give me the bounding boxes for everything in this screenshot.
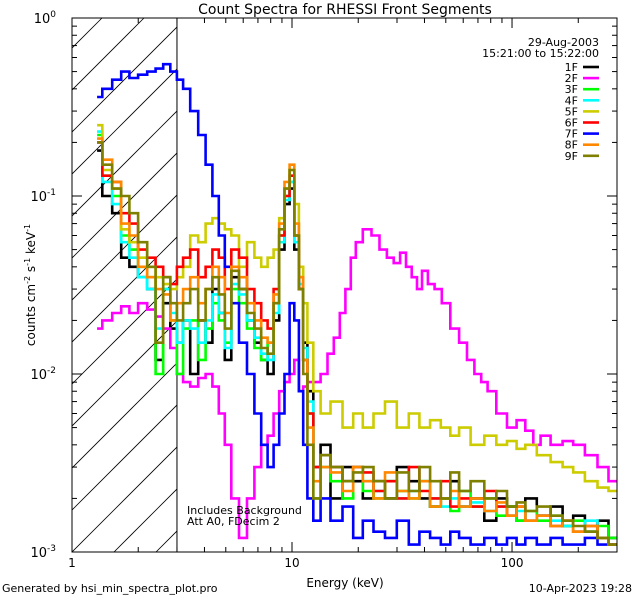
legend-label-9F: 9F — [565, 150, 578, 163]
chart-title: Count Spectra for RHESSI Front Segments — [198, 2, 492, 18]
y-tick-label: 10-3 — [30, 544, 56, 561]
x-tick-label: 100 — [501, 556, 524, 570]
series-line-7F — [97, 62, 617, 546]
hatch-line — [618, 18, 640, 552]
hatch-line — [534, 18, 640, 552]
annotation-attenuator: Att A0, FDecim 2 — [187, 515, 280, 528]
y-tick-label: 100 — [34, 10, 57, 27]
series-line-9F — [97, 141, 617, 546]
hatch-line — [450, 18, 640, 552]
hatch-line — [0, 18, 18, 552]
date-label: 29-Aug-2003 — [528, 36, 599, 49]
hatch-line — [72, 68, 177, 175]
hatch-line — [113, 488, 177, 552]
axis-ticks: 1 10 100 100 10-1 10-2 10-3 — [30, 10, 618, 570]
time-range-label: 15:21:00 to 15:22:00 — [482, 47, 599, 60]
legend-label-7F: 7F — [565, 128, 578, 141]
annotation-background: Includes Background — [187, 504, 302, 517]
hatch-line — [72, 362, 177, 469]
series-line-3F — [97, 133, 617, 540]
hatch-line — [72, 194, 177, 301]
x-tick-label: 10 — [284, 556, 299, 570]
x-axis-label: Energy (keV) — [306, 576, 383, 590]
y-tick-label: 10-2 — [30, 366, 56, 383]
generator-credit: Generated by hsi_min_spectra_plot.pro — [2, 582, 218, 595]
series-line-8F — [97, 137, 617, 546]
plot-frame — [71, 17, 618, 553]
plot-timestamp: 10-Apr-2023 19:28 — [528, 582, 632, 595]
legend-label-1F: 1F — [565, 61, 578, 74]
hatch-line — [72, 236, 177, 343]
x-tick-label: 1 — [68, 556, 76, 570]
series-layer — [97, 62, 617, 546]
y-axis-label: counts cm-2 s-1 keV-1 — [23, 224, 38, 346]
series-line-2F — [97, 228, 617, 540]
series-line-4F — [97, 130, 617, 546]
legend-label-6F: 6F — [565, 117, 578, 130]
legend-label-3F: 3F — [565, 83, 578, 96]
legend-label-4F: 4F — [565, 94, 578, 107]
y-tick-label: 10-1 — [30, 188, 56, 205]
legend-label-5F: 5F — [565, 105, 578, 118]
legend-label-2F: 2F — [565, 72, 578, 85]
hatch-line — [72, 110, 177, 217]
series-line-6F — [97, 141, 617, 546]
series-line-1F — [97, 149, 617, 540]
series-line-5F — [97, 123, 617, 493]
hatch-line — [72, 446, 177, 552]
hatch-line — [408, 18, 640, 552]
hatch-line — [72, 404, 177, 511]
legend-label-8F: 8F — [565, 139, 578, 152]
hatch-line — [72, 26, 177, 133]
